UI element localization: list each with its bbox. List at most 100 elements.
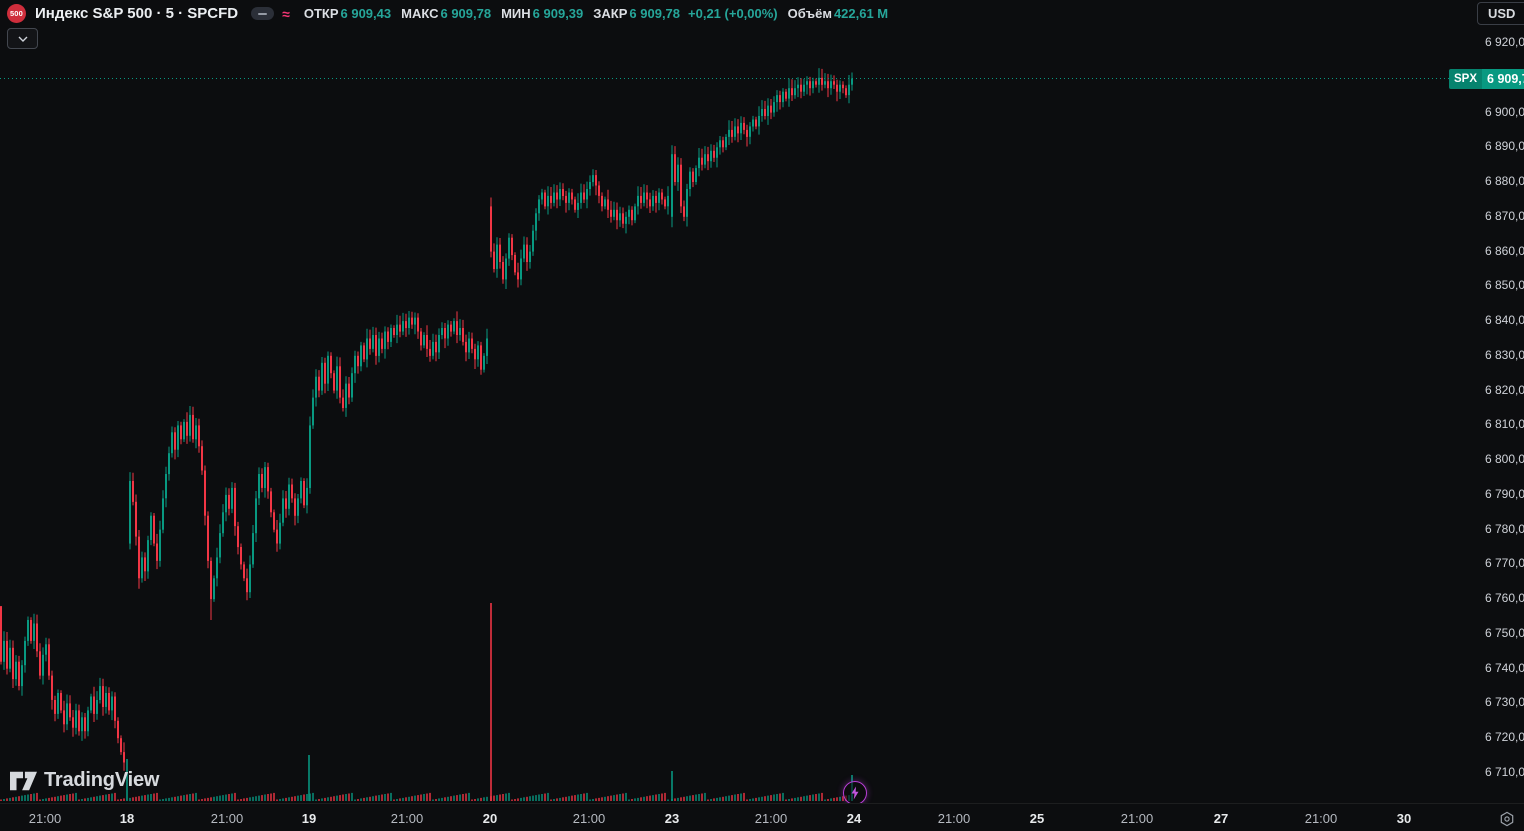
candle-body: [315, 376, 317, 398]
volume-bar: [405, 797, 407, 801]
candle-body: [453, 321, 455, 332]
volume-bar: [339, 795, 341, 801]
candle-body: [33, 623, 35, 641]
candle-body: [652, 195, 654, 207]
candle-body: [432, 341, 434, 356]
volume-bar: [547, 792, 549, 801]
volume-bar: [809, 795, 811, 801]
price-axis-label: 6 820,00: [1485, 382, 1524, 397]
volume-bar: [713, 798, 715, 801]
legend-collapse-button[interactable]: [7, 28, 38, 49]
volume-bar: [529, 796, 531, 801]
candle-body: [63, 710, 65, 725]
candle-body: [722, 140, 724, 148]
candle-body: [300, 481, 302, 499]
candle-body: [6, 640, 8, 669]
candle-body: [336, 366, 338, 391]
volume-bar: [12, 797, 14, 801]
candle-body: [508, 237, 510, 259]
price-axis-label: 6 860,00: [1485, 243, 1524, 258]
candle-body: [150, 515, 152, 540]
candle-body: [827, 81, 829, 89]
candle-body: [222, 512, 224, 534]
volume-bar: [57, 796, 59, 801]
candle-body: [141, 557, 143, 579]
volume-bar: [499, 794, 501, 801]
volume-bar: [625, 792, 627, 801]
candle-body: [610, 209, 612, 217]
volume-bar: [553, 799, 555, 801]
candle-body: [261, 474, 263, 488]
candle-body: [568, 192, 570, 203]
time-axis-hour-label: 21:00: [937, 811, 971, 826]
price-axis-label: 6 740,00: [1485, 660, 1524, 675]
market-status-lightning-icon[interactable]: [843, 781, 867, 805]
volume-bar: [839, 796, 841, 802]
volume-bar: [420, 794, 422, 801]
candle-body: [511, 237, 513, 256]
volume-bar: [66, 794, 68, 801]
price-axis-label: 6 760,00: [1485, 591, 1524, 606]
candle-body: [529, 251, 531, 262]
volume-bar: [842, 796, 844, 801]
price-axis-label: 6 840,00: [1485, 313, 1524, 328]
candle-body: [797, 84, 799, 89]
candle-body: [785, 91, 787, 99]
candle-body: [60, 693, 62, 711]
tradingview-logo[interactable]: TradingView: [10, 769, 159, 792]
volume-bar: [114, 792, 116, 801]
time-axis[interactable]: 21:00 18 21:00 19 21:00 20 21:00 23 21:00 24 21:00…: [0, 803, 1524, 831]
chart-pane[interactable]: TradingView: [0, 0, 1449, 831]
candle-body: [686, 189, 688, 217]
time-axis-day-label: 30: [1396, 811, 1412, 826]
candle-body: [830, 81, 832, 89]
volume-bar: [604, 796, 606, 802]
volume-bar: [480, 797, 482, 802]
candle-body: [96, 700, 98, 714]
volume-bar: [514, 799, 516, 801]
last-price-label[interactable]: SPX 6 909,78: [1449, 68, 1524, 89]
candle-body: [390, 328, 392, 342]
high-value: 6 909,78: [440, 6, 492, 21]
candle-body: [637, 195, 639, 207]
candle-body: [183, 421, 185, 440]
candle-body: [818, 77, 820, 85]
volume-bar: [619, 794, 621, 801]
volume-bar: [598, 797, 600, 802]
candle-body: [18, 661, 20, 686]
candle-body: [677, 164, 679, 183]
price-axis[interactable]: USD SPX 6 909,78 6 920,00 6 900,00 6 890,0…: [1449, 0, 1524, 803]
volume-bar: [538, 794, 540, 801]
candle-body: [462, 328, 464, 342]
visibility-toggle-icon[interactable]: [251, 7, 275, 20]
candle-body: [496, 244, 498, 269]
volume-bar: [210, 797, 212, 801]
volume-bar: [231, 793, 233, 802]
volume-bar: [42, 799, 44, 801]
candle-body: [643, 192, 645, 203]
volume-bar: [800, 796, 802, 802]
volume-bar: [255, 796, 257, 801]
currency-button[interactable]: USD: [1477, 2, 1524, 25]
volume-bar: [387, 793, 389, 802]
volume-bar: [773, 794, 775, 801]
volume-bar: [689, 795, 691, 801]
volume-bar: [327, 797, 329, 801]
volume-bar: [833, 797, 835, 802]
candle-body: [535, 213, 537, 231]
candle-body: [574, 199, 576, 210]
symbol-title[interactable]: Индекс S&P 500 · 5 · SPCFD: [35, 5, 239, 22]
candle-body: [297, 498, 299, 516]
price-axis-label: 6 870,00: [1485, 208, 1524, 223]
volume-bar: [658, 794, 660, 801]
volume-bar: [177, 796, 179, 801]
volume-bar: [348, 793, 350, 802]
candle-body: [144, 557, 146, 572]
volume-bar: [30, 794, 32, 801]
volume-bar: [803, 796, 805, 801]
timezone-settings-icon[interactable]: [1498, 810, 1515, 827]
candle-body: [583, 192, 585, 200]
candle-body: [806, 81, 808, 85]
volume-bar: [438, 798, 440, 801]
